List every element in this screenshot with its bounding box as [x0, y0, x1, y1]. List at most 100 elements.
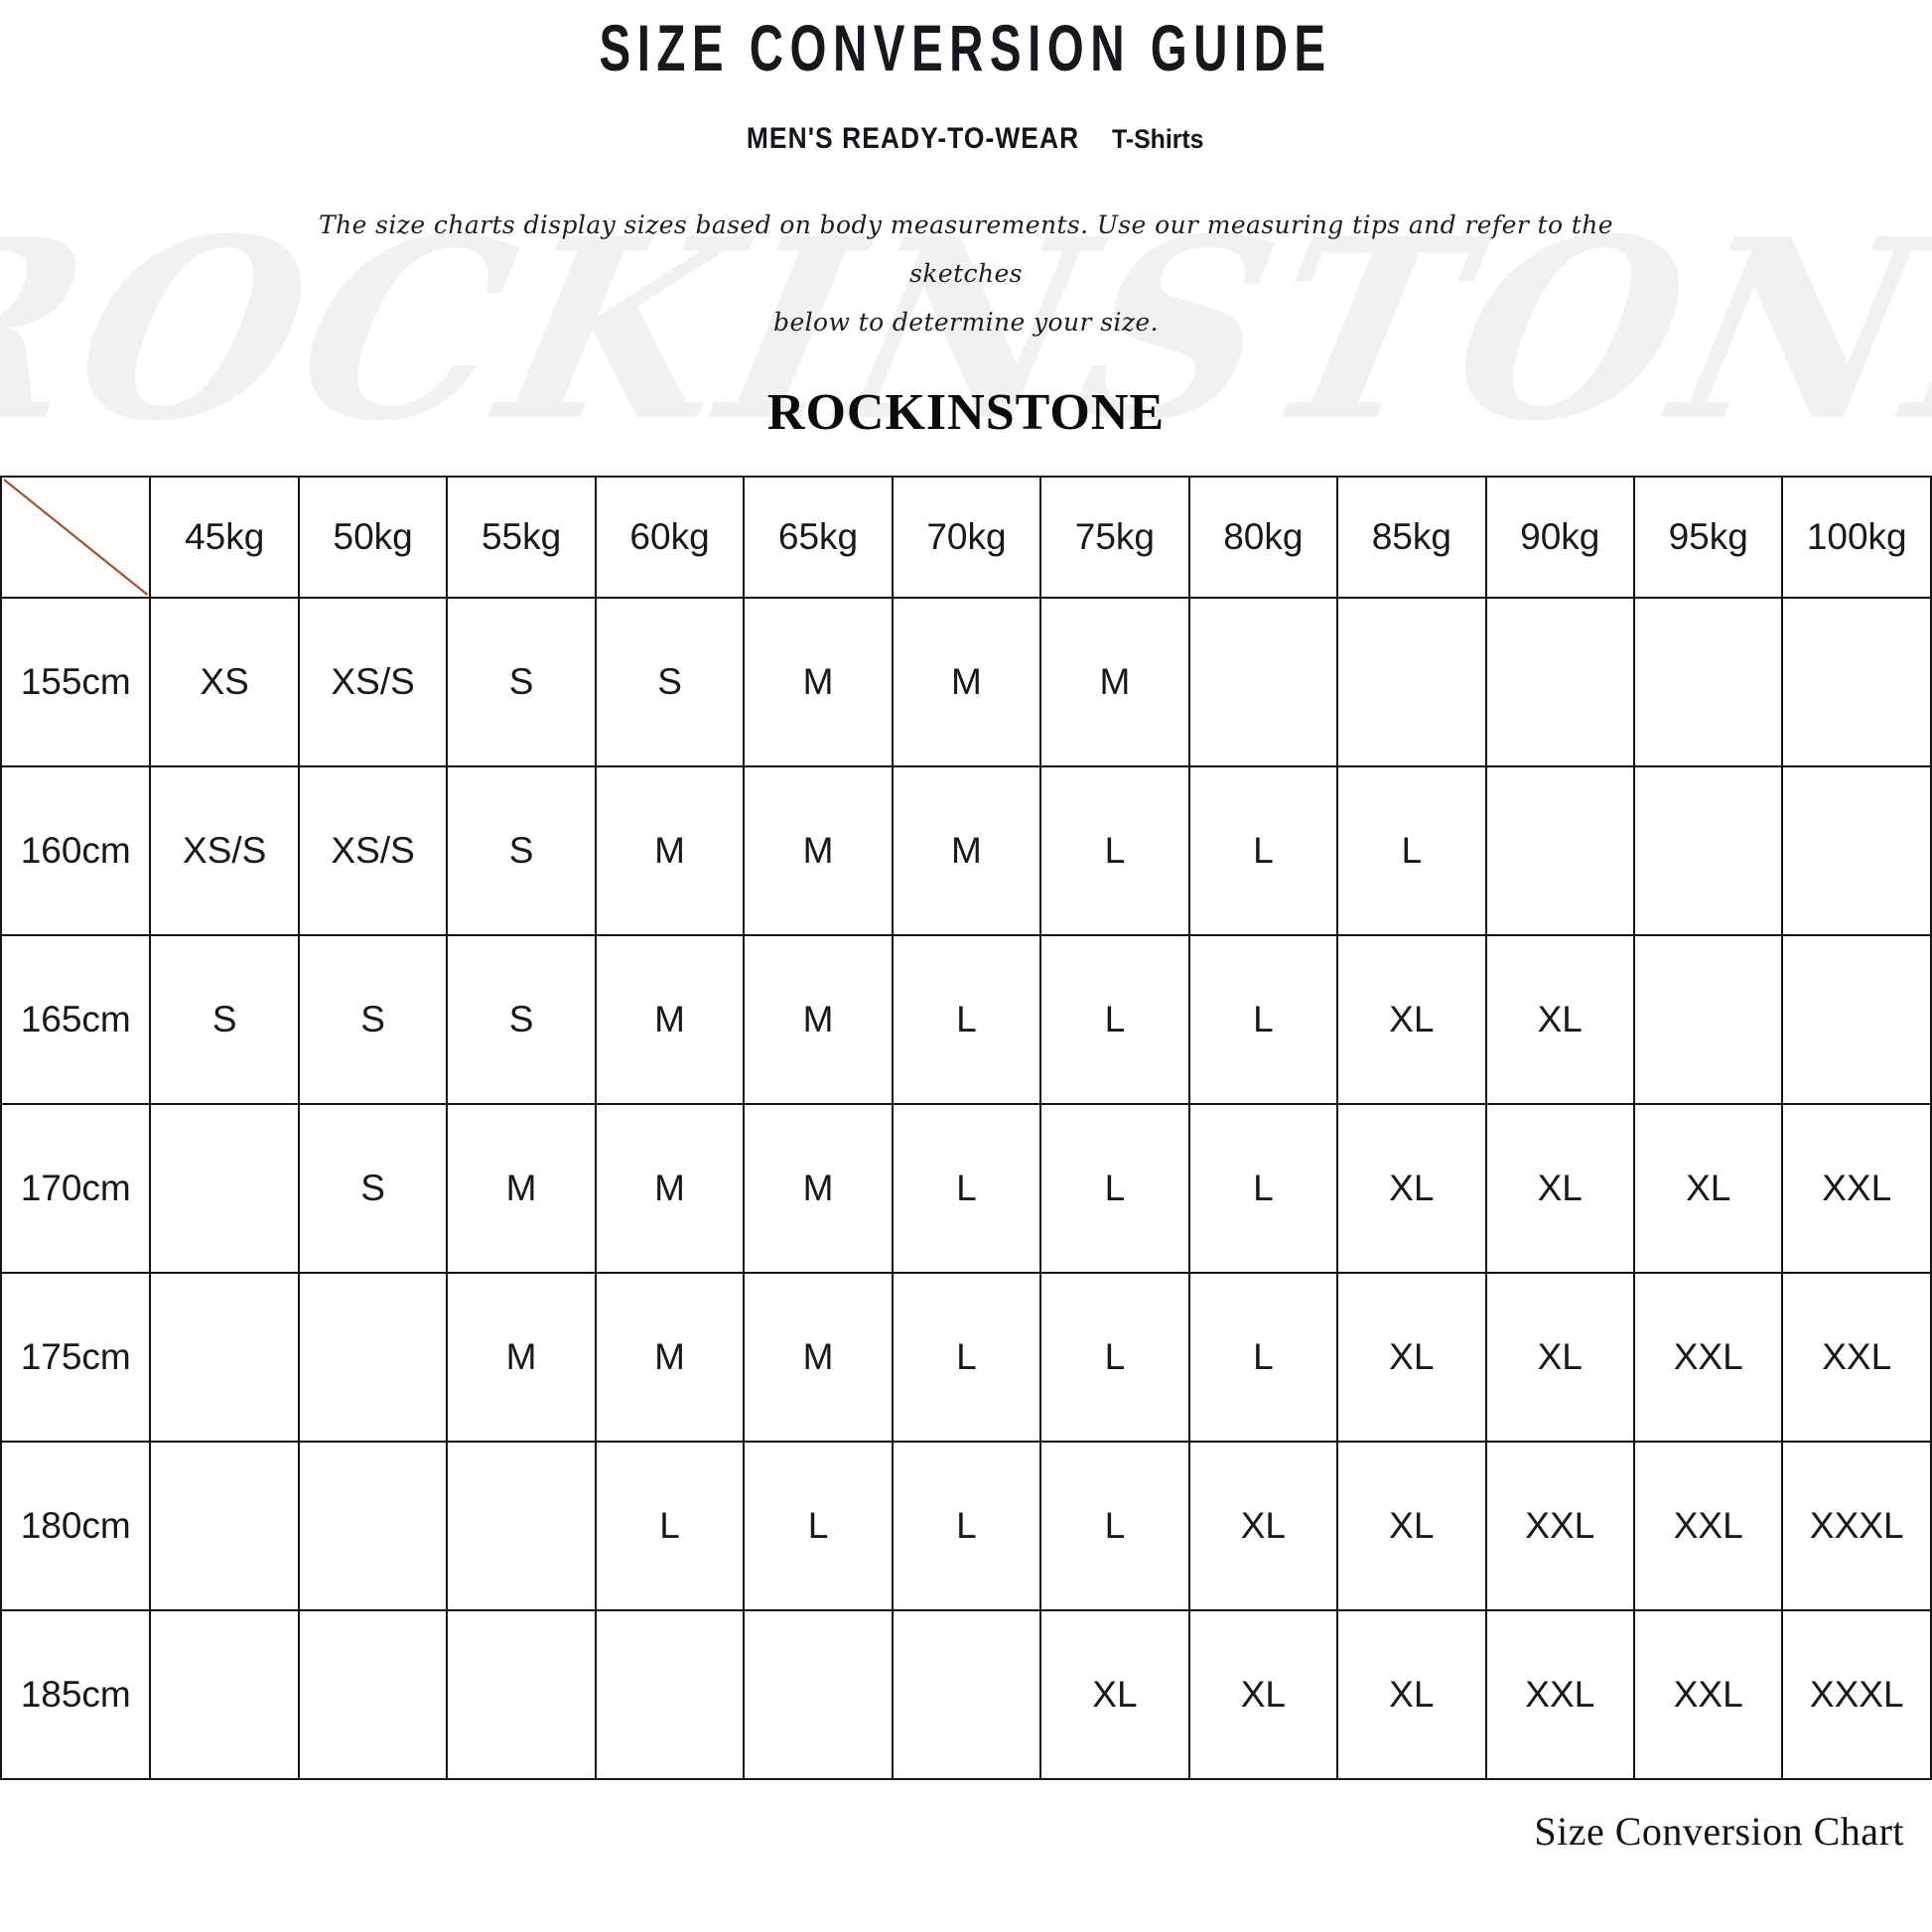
weight-column-header: 45kg [149, 475, 300, 599]
title-bar: SIZE CONVERSION GUIDE [0, 0, 1932, 82]
table-row: 160cm XS/S XS/S S M M M L L L [0, 764, 1932, 936]
empty-cell [446, 1608, 597, 1780]
size-cell: XXL [1781, 1102, 1932, 1274]
empty-cell [297, 1440, 449, 1611]
table-row: 155cm XS XS/S S S M M M [0, 596, 1932, 767]
empty-cell [149, 1440, 300, 1611]
subtitle-category: MEN'S READY-TO-WEAR [747, 122, 1080, 156]
size-cell: XXL [1484, 1608, 1635, 1780]
empty-cell [149, 1608, 300, 1780]
empty-cell [446, 1440, 597, 1611]
size-conversion-table: 45kg 50kg 55kg 60kg 65kg 70kg 75kg 80kg 85kg 90kg… [0, 475, 1932, 1780]
size-cell: XL [1484, 1102, 1635, 1274]
size-cell: L [891, 1102, 1042, 1274]
table-header: 45kg 50kg 55kg 60kg 65kg 70kg 75kg 80kg 85kg 90kg… [0, 475, 1932, 599]
empty-cell [1781, 596, 1932, 767]
height-row-header: 185cm [0, 1608, 152, 1780]
size-cell: S [149, 933, 300, 1105]
empty-cell [297, 1608, 449, 1780]
weight-column-header: 80kg [1187, 475, 1339, 599]
size-cell: XS [149, 596, 300, 767]
size-cell: L [1187, 933, 1339, 1105]
size-cell: XL [1484, 1271, 1635, 1443]
size-cell: XL [1187, 1608, 1339, 1780]
size-cell: S [446, 933, 597, 1105]
size-cell: L [891, 933, 1042, 1105]
brand-name: ROCKINSTONE [766, 383, 1166, 441]
size-cell: XXL [1632, 1440, 1784, 1611]
size-cell: S [446, 764, 597, 936]
table-row: 185cm XL XL XL XXL XXL XXXL [0, 1608, 1932, 1780]
weight-column-header: 85kg [1336, 475, 1487, 599]
size-cell: M [743, 1271, 894, 1443]
empty-cell [891, 1608, 1042, 1780]
weight-column-header: 95kg [1632, 475, 1784, 599]
empty-cell [743, 1608, 894, 1780]
size-cell: XL [1336, 1440, 1487, 1611]
size-cell: M [743, 596, 894, 767]
size-cell: M [446, 1271, 597, 1443]
size-cell: XXXL [1781, 1608, 1932, 1780]
height-row-header: 180cm [0, 1440, 152, 1611]
weight-column-header: 60kg [594, 475, 746, 599]
empty-cell [1781, 764, 1932, 936]
size-cell: L [1187, 1271, 1339, 1443]
size-cell: L [1039, 933, 1190, 1105]
size-cell: M [743, 1102, 894, 1274]
size-cell: M [1039, 596, 1190, 767]
table-row: 170cm S M M M L L L XL XL XL XXL [0, 1102, 1932, 1274]
page-title: SIZE CONVERSION GUIDE [599, 11, 1333, 84]
size-cell: M [594, 1271, 746, 1443]
height-row-header: 165cm [0, 933, 152, 1105]
size-cell: S [297, 1102, 449, 1274]
empty-cell [1336, 596, 1487, 767]
height-row-header: 155cm [0, 596, 152, 767]
size-cell: XL [1484, 933, 1635, 1105]
weight-column-header: 50kg [297, 475, 449, 599]
size-cell: L [891, 1440, 1042, 1611]
size-cell: XL [1632, 1102, 1784, 1274]
size-cell: L [891, 1271, 1042, 1443]
size-cell: XS/S [149, 764, 300, 936]
size-cell: L [1187, 764, 1339, 936]
size-cell: XL [1039, 1608, 1190, 1780]
table-row: 165cm S S S M M L L L XL XL [0, 933, 1932, 1105]
height-row-header: 160cm [0, 764, 152, 936]
size-cell: M [594, 933, 746, 1105]
weight-column-header: 100kg [1781, 475, 1932, 599]
size-cell: S [446, 596, 597, 767]
size-cell: XXL [1781, 1271, 1932, 1443]
weight-column-header: 75kg [1039, 475, 1190, 599]
size-guide-page: SIZE CONVERSION GUIDE MEN'S READY-TO-WEA… [0, 0, 1932, 1854]
size-cell: XXL [1632, 1271, 1784, 1443]
empty-cell [297, 1271, 449, 1443]
size-cell: L [1039, 1271, 1190, 1443]
size-cell: L [1039, 764, 1190, 936]
size-cell: S [594, 596, 746, 767]
empty-cell [1781, 933, 1932, 1105]
subtitle-product: T-Shirts [1112, 124, 1204, 155]
table-header-row: 45kg 50kg 55kg 60kg 65kg 70kg 75kg 80kg 85kg 90kg… [0, 475, 1932, 599]
size-cell: L [1336, 764, 1487, 936]
empty-cell [1187, 596, 1339, 767]
table-row: 175cm M M M L L L XL XL XXL XXL [0, 1271, 1932, 1443]
table-body: 155cm XS XS/S S S M M M 160cm XS/S XS/S S M M M L L L 165c… [0, 596, 1932, 1780]
size-cell: M [743, 933, 894, 1105]
size-cell: M [743, 764, 894, 936]
size-cell: L [1187, 1102, 1339, 1274]
size-cell: XXXL [1781, 1440, 1932, 1611]
corner-cell-diagonal [0, 475, 152, 599]
empty-cell [1484, 764, 1635, 936]
footer-caption: Size Conversion Chart [1534, 1808, 1904, 1854]
size-cell: XL [1187, 1440, 1339, 1611]
weight-column-header: 65kg [743, 475, 894, 599]
table-row: 180cm L L L L XL XL XXL XXL XXXL [0, 1440, 1932, 1611]
size-cell: XL [1336, 933, 1487, 1105]
empty-cell [1632, 596, 1784, 767]
description-line-1: The size charts display sizes based on b… [319, 210, 1613, 289]
size-cell: L [743, 1440, 894, 1611]
diagonal-slash-icon [3, 478, 149, 596]
size-table-container: 45kg 50kg 55kg 60kg 65kg 70kg 75kg 80kg 85kg 90kg… [0, 475, 1932, 1780]
size-cell: XXL [1632, 1608, 1784, 1780]
empty-cell [149, 1271, 300, 1443]
